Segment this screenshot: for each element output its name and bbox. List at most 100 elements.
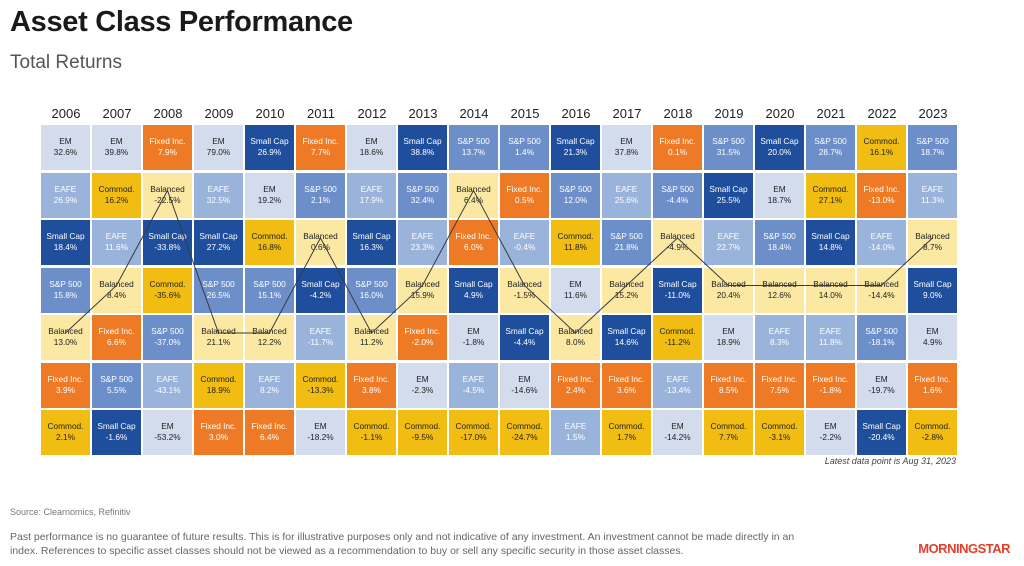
cell-asset-label: EAFE [666,373,689,384]
cell-2011-s-p-500: S&P 500 2.1% [296,172,345,218]
cell-return-value: 11.8% [564,242,587,252]
cell-2016-fixed-inc-: Fixed Inc. 2.4% [551,362,600,408]
cell-2019-s-p-500: S&P 500 31.5% [704,125,753,170]
cell-return-value: -33.8% [154,242,181,252]
cell-2023-eafe: EAFE 11.3% [908,172,957,218]
cell-return-value: -2.0% [411,337,434,347]
cell-asset-label: Fixed Inc. [914,373,951,384]
cell-asset-label: EM [212,136,225,146]
cell-2022-s-p-500: S&P 500 -18.1% [857,315,906,360]
cell-return-value: 26.9% [257,147,282,157]
cell-asset-label: S&P 500 [661,183,694,194]
cell-2019-commod-: Commod. 7.7% [704,410,753,455]
cell-asset-label: Small Cap [760,136,799,146]
cell-asset-label: Small Cap [607,326,646,336]
cell-2018-fixed-inc-: Fixed Inc. 0.1% [653,125,702,170]
cell-asset-label: Balanced [48,326,83,336]
cell-return-value: -1.1% [360,432,383,442]
cell-return-value: 8.0% [566,337,585,347]
cell-return-value: 16.0% [359,289,384,300]
cell-2014-em: EM -1.8% [449,315,498,360]
cell-return-value: -20.4% [868,432,895,442]
cell-return-value: 18.9% [716,337,741,347]
cell-asset-label: Small Cap [148,231,187,241]
cell-return-value: 9.0% [923,289,942,300]
cell-2020-balanced: Balanced 12.6% [755,267,804,313]
cell-return-value: 3.6% [617,384,636,395]
cell-2006-s-p-500: S&P 500 15.8% [41,267,90,313]
cell-2008-small-cap: Small Cap -33.8% [143,220,192,265]
cell-return-value: -1.8% [462,337,485,347]
cell-asset-label: S&P 500 [610,231,643,241]
cell-return-value: 4.9% [464,289,483,300]
cell-return-value: 0.6% [311,242,330,252]
cell-return-value: 8.3% [770,337,789,347]
cell-2006-fixed-inc-: Fixed Inc. 3.9% [41,362,90,408]
cell-asset-label: Commod. [47,421,84,431]
cell-asset-label: Balanced [201,326,236,336]
cell-asset-label: S&P 500 [559,183,592,194]
cell-return-value: 15.9% [410,289,435,300]
cell-return-value: -13.4% [664,384,691,395]
cell-2021-commod-: Commod. 27.1% [806,172,855,218]
cell-return-value: -19.7% [868,384,895,395]
cell-2006-small-cap: Small Cap 18.4% [41,220,90,265]
cell-2013-fixed-inc-: Fixed Inc. -2.0% [398,315,447,360]
cell-asset-label: S&P 500 [916,136,949,146]
cell-2009-balanced: Balanced 21.1% [194,315,243,360]
cell-asset-label: Small Cap [505,326,544,336]
cell-asset-label: EAFE [717,231,740,241]
cell-asset-label: S&P 500 [355,278,388,289]
cell-return-value: 39.8% [104,147,129,157]
cell-return-value: -53.2% [154,432,181,442]
cell-asset-label: EM [467,326,480,336]
cell-return-value: 7.7% [311,147,330,157]
cell-2008-commod-: Commod. -35.6% [143,267,192,313]
cell-return-value: 31.5% [716,147,741,157]
cell-asset-label: EM [161,421,174,431]
cell-2020-commod-: Commod. -3.1% [755,410,804,455]
cell-2009-em: EM 79.0% [194,125,243,170]
cell-2014-s-p-500: S&P 500 13.7% [449,125,498,170]
cell-2006-em: EM 32.6% [41,125,90,170]
cell-return-value: 11.2% [360,337,383,347]
cell-return-value: 2.1% [56,432,75,442]
cell-2019-em: EM 18.9% [704,315,753,360]
cell-asset-label: Balanced [609,278,644,289]
cell-asset-label: Balanced [558,326,593,336]
cell-2010-commod-: Commod. 16.8% [245,220,294,265]
cell-asset-label: Fixed Inc. [47,373,84,384]
cell-return-value: 2.4% [566,384,585,395]
cell-return-value: 15.1% [257,289,282,300]
cell-return-value: -4.5% [462,384,485,395]
cell-asset-label: EAFE [513,231,536,241]
cell-asset-label: EAFE [207,183,230,194]
cell-asset-label: EAFE [105,231,128,241]
cell-asset-label: S&P 500 [508,136,541,146]
cell-2011-eafe: EAFE -11.7% [296,315,345,360]
cell-2015-eafe: EAFE -0.4% [500,220,549,265]
cell-return-value: 25.5% [716,194,741,205]
cell-return-value: -2.8% [921,432,944,442]
cell-2021-balanced: Balanced 14.0% [806,267,855,313]
cell-2022-eafe: EAFE -14.0% [857,220,906,265]
cell-2006-eafe: EAFE 26.9% [41,172,90,218]
year-label-2014: 2014 [459,106,489,121]
cell-2008-s-p-500: S&P 500 -37.0% [143,315,192,360]
cell-asset-label: Commod. [149,278,186,289]
cell-asset-label: Fixed Inc. [761,373,798,384]
cell-asset-label: Commod. [506,421,543,431]
cell-return-value: 7.9% [158,147,177,157]
cell-2010-s-p-500: S&P 500 15.1% [245,267,294,313]
cell-return-value: -14.6% [511,384,538,395]
cell-asset-label: EM [59,136,72,146]
cell-return-value: 32.6% [53,147,78,157]
cell-2023-balanced: Balanced 8.7% [908,220,957,265]
cell-asset-label: S&P 500 [865,326,898,336]
cell-asset-label: Fixed Inc. [404,326,441,336]
cell-2014-balanced: Balanced 6.4% [449,172,498,218]
cell-asset-label: S&P 500 [712,136,745,146]
cell-return-value: 15.8% [53,289,78,300]
cell-return-value: 14.8% [818,242,843,252]
cell-return-value: 6.6% [107,337,126,347]
